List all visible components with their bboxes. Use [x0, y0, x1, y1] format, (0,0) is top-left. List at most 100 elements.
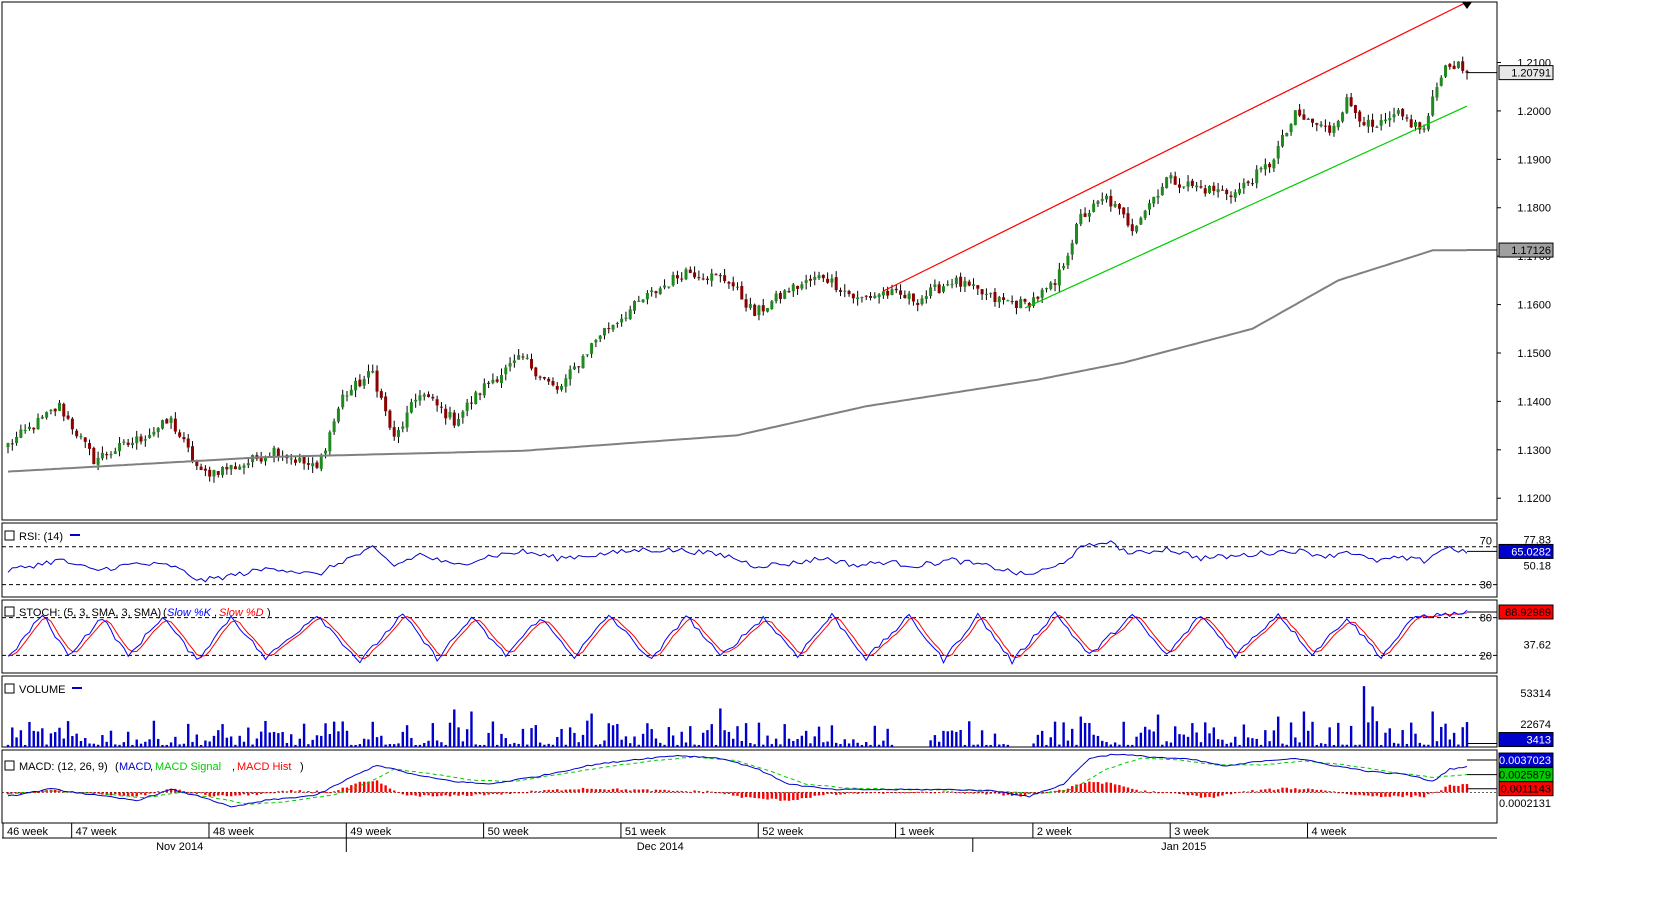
- macd-hist-bar: [620, 790, 623, 793]
- volume-bar: [84, 738, 87, 747]
- volume-bar: [860, 744, 864, 747]
- macd-hist-bar: [388, 788, 392, 793]
- candle-body: [1461, 61, 1465, 71]
- candle-body: [379, 391, 383, 398]
- macd-hist-bar: [873, 791, 877, 793]
- volume-bar: [54, 732, 57, 747]
- macd-hist-bar: [946, 791, 949, 793]
- ma-value-label-box: [1498, 242, 1554, 258]
- candle-body: [1208, 185, 1212, 193]
- macd-hist-bar: [1204, 792, 1207, 798]
- volume-bar: [41, 728, 44, 747]
- macd-hist-bar: [491, 792, 495, 794]
- candle-body: [813, 276, 817, 280]
- macd-hist-bar: [341, 787, 344, 793]
- macd-hist-bar: [1367, 792, 1370, 796]
- candle-body: [718, 275, 722, 277]
- candle-body: [894, 288, 898, 291]
- macd-hist-bar: [976, 792, 980, 794]
- macd-hist-bar: [955, 792, 958, 794]
- candle-body: [851, 293, 855, 299]
- candle-body: [517, 355, 521, 360]
- candle-body: [1049, 282, 1053, 289]
- stoch-close-icon[interactable]: [4, 606, 15, 617]
- candle-body: [1263, 164, 1267, 170]
- stoch-label: STOCH: (5, 3, SMA, 3, SMA): [19, 607, 161, 619]
- volume-bar: [1229, 742, 1233, 747]
- volume-bar: [1465, 722, 1469, 747]
- macd-label: MACD: (12, 26, 9): [19, 761, 108, 773]
- candle-body: [418, 395, 422, 401]
- candle-body: [1075, 223, 1079, 244]
- price-tick-label: 1.1600: [1517, 300, 1551, 312]
- volume-bar: [465, 729, 469, 747]
- candle-body: [439, 406, 443, 408]
- volume-bar: [1126, 744, 1130, 747]
- candle-body: [555, 386, 559, 390]
- volume-bar: [229, 736, 233, 747]
- week-label: 4 week: [1312, 826, 1347, 838]
- volume-bar: [680, 731, 683, 747]
- candle-body: [105, 454, 109, 456]
- volume-bar: [487, 732, 490, 747]
- volume-bar: [453, 709, 456, 747]
- candle-body: [354, 380, 358, 391]
- volume-bar: [1298, 742, 1301, 747]
- volume-bar: [1161, 744, 1164, 747]
- rsi-value-label-box: [1498, 543, 1554, 559]
- week-label: 52 week: [762, 826, 803, 838]
- candle-body: [1199, 186, 1203, 188]
- volume-bar: [762, 744, 765, 747]
- candle-body: [1113, 203, 1117, 207]
- candle-body: [1036, 296, 1040, 299]
- candle-body: [126, 442, 130, 445]
- macd-hist-bar: [1066, 788, 1070, 793]
- macd-hist-bar: [423, 792, 426, 796]
- macd-hist-bar: [478, 792, 482, 795]
- volume-bar: [710, 724, 713, 747]
- candle-body: [1032, 297, 1036, 306]
- candle-body: [1392, 114, 1396, 118]
- macd-hist-bar: [1075, 784, 1078, 793]
- volume-bar: [1212, 727, 1216, 747]
- volume-bar: [671, 735, 675, 747]
- macd-hist-bar: [637, 789, 641, 793]
- volume-bar: [1053, 721, 1057, 747]
- volume-close-icon[interactable]: [4, 683, 15, 694]
- volume-bar: [1431, 711, 1434, 747]
- volume-bar: [259, 731, 263, 747]
- candle-body: [1362, 122, 1366, 126]
- macd-hist-bar: [397, 791, 400, 793]
- macd-hist-bar: [603, 789, 606, 793]
- volume-bar: [92, 743, 96, 747]
- candle-body: [375, 370, 379, 392]
- macd-close-icon[interactable]: [4, 760, 15, 771]
- candle-body: [796, 285, 800, 289]
- macd-hist-bar: [693, 790, 696, 793]
- volume-bar: [19, 730, 23, 747]
- candle-body: [130, 442, 134, 446]
- candle-body: [834, 277, 838, 291]
- macd-hist-bar: [727, 792, 731, 794]
- volume-bar: [1242, 724, 1246, 747]
- macd-hist-bar: [1328, 791, 1331, 793]
- macd-hist-bar: [1392, 792, 1396, 796]
- candle-body: [272, 447, 276, 457]
- candle-body: [933, 284, 937, 287]
- macd-hist-bar: [942, 791, 945, 793]
- volume-bar: [298, 738, 301, 747]
- macd-hist-bar: [813, 792, 816, 796]
- rsi-close-icon[interactable]: [4, 530, 15, 541]
- macd-hist-bar: [461, 792, 465, 795]
- volume-bar: [882, 740, 885, 747]
- volume-bar: [1315, 744, 1319, 747]
- candle-body: [624, 317, 628, 319]
- candle-body: [521, 356, 525, 358]
- candle-body: [178, 432, 182, 437]
- candle-body: [186, 438, 190, 448]
- candle-body: [577, 366, 581, 368]
- volume-bar: [350, 744, 353, 747]
- volume-bar: [586, 720, 589, 747]
- volume-bar: [1118, 744, 1121, 747]
- volume-bar: [251, 744, 254, 747]
